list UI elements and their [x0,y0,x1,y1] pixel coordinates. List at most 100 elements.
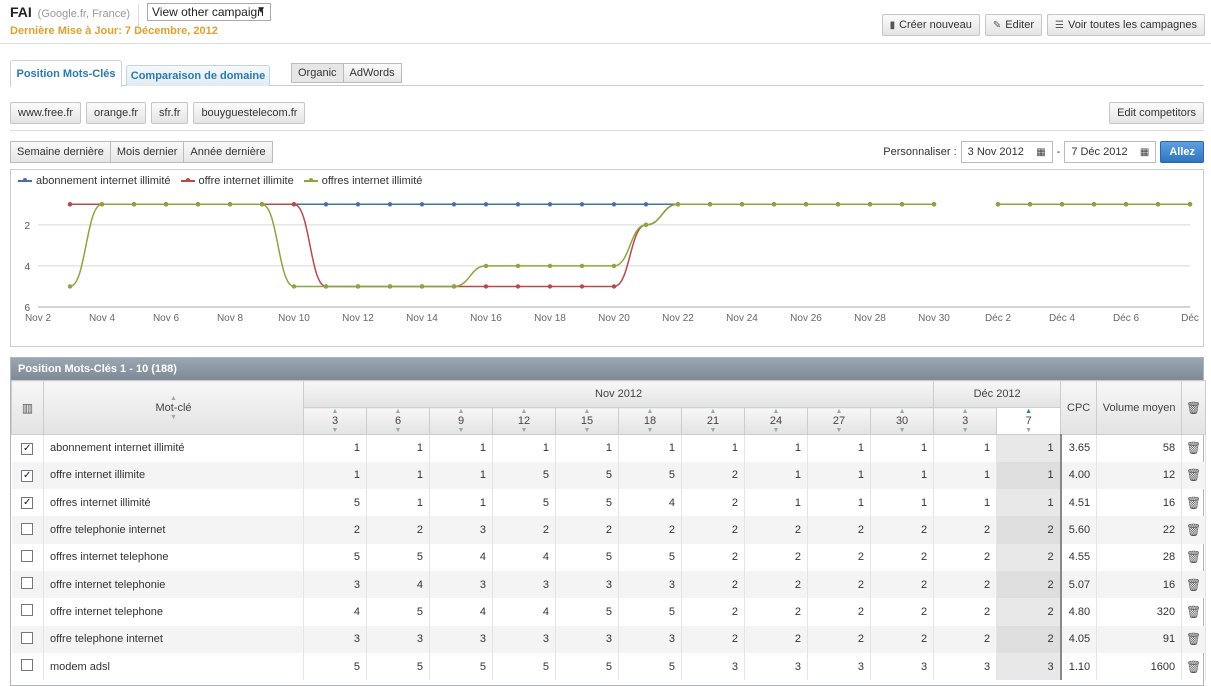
table-row[interactable]: modem adsl 5 5 5 5 5 5 3 3 3 3 3 3 1.10 1600 🗑 [11,652,1207,681]
data-point [931,202,937,207]
domain-button[interactable]: sfr.fr [151,102,189,124]
keyword-header-label: Mot-clé [155,401,192,414]
row-checkbox[interactable] [21,604,34,617]
position-cell: 2 [744,516,808,544]
edit-competitors-label: Edit competitors [1117,107,1196,119]
row-checkbox[interactable] [21,522,34,535]
position-cell: 3 [429,516,493,544]
data-point [131,202,137,207]
x-tick-label: Déc 6 [1113,313,1140,324]
calendar-icon[interactable]: ▦ [1139,146,1150,158]
row-checkbox[interactable]: ✓ [21,442,34,455]
row-checkbox[interactable] [21,631,34,644]
row-checkbox[interactable] [21,549,34,562]
day-header[interactable]: ▲ 6 ▼ [366,407,430,435]
table-row[interactable]: ✓ offre internet illimite 1 1 1 5 5 5 2 1 1 1 1 1 4.00… [11,461,1207,490]
volume-header[interactable]: Volume moyen [1096,380,1183,435]
domain-button[interactable]: bouyguestelecom.fr [193,102,306,124]
position-cell: 5 [555,461,619,490]
legend-item[interactable]: offres internet illimité [303,175,422,187]
trash-icon[interactable]: 🗑 [1186,468,1202,483]
row-checkbox[interactable] [21,659,34,672]
trash-icon[interactable]: 🗑 [1186,604,1202,619]
volume-cell: 28 [1096,543,1183,571]
day-header[interactable]: ▲ 21 ▼ [681,407,745,435]
position-cell: 2 [996,570,1062,599]
day-header[interactable]: ▲ 12 ▼ [492,407,556,435]
table-row[interactable]: offre telephone internet 3 3 3 3 3 3 2 2 2 2 2 2 4.05… [11,625,1207,653]
position-cell: 1 [429,434,493,462]
last-week-label: Semaine dernière [17,146,104,158]
date-to-input[interactable]: 7 Déc 2012 ▦ [1064,141,1157,163]
day-header[interactable]: ▲ 9 ▼ [429,407,493,435]
sort-down-icon: ▼ [457,427,465,434]
last-year-button[interactable]: Année dernière [184,141,273,163]
table-row[interactable]: offre telephonie internet 2 2 3 2 2 2 2 2 2 2 2 2 5.6… [11,516,1207,544]
campaign-select[interactable]: View other campaign ▼ [147,3,271,21]
data-point [771,202,777,207]
position-cell: 5 [492,461,556,490]
day-header[interactable]: ▲ 24 ▼ [744,407,808,435]
legend-item[interactable]: abonnement internet illimité [18,175,171,187]
month-header-nov: Nov 2012 [302,380,935,408]
keyword-header[interactable]: ▲ Mot-clé ▼ [43,380,304,435]
data-point [67,284,73,289]
table-row[interactable]: offre internet telephone 4 5 4 4 5 5 2 2 2 2 2 2 4.80… [11,598,1207,626]
position-cell: 2 [681,625,745,653]
last-month-button[interactable]: Mois dernier [110,141,185,163]
y-tick-label: 6 [24,303,30,314]
sort-down-icon: ▼ [898,427,906,434]
trash-icon[interactable]: 🗑 [1186,659,1202,674]
data-point [643,222,649,228]
domain-button[interactable]: www.free.fr [10,102,82,124]
trash-icon[interactable]: 🗑 [1186,550,1202,565]
volume-label: Volume moyen [1102,401,1176,414]
go-button[interactable]: Allez [1160,141,1204,163]
tab-keyword-positions[interactable]: Position Mots-Clés [10,60,122,87]
organic-toggle[interactable]: Organic [291,63,344,83]
position-cell: 5 [555,543,619,571]
create-new-button[interactable]: ▮ Créer nouveau [881,14,980,36]
day-header[interactable]: ▲ 18 ▼ [618,407,682,435]
day-header[interactable]: ▲ 3 ▼ [933,407,998,435]
cpc-header[interactable]: CPC [1060,380,1098,435]
domain-button[interactable]: orange.fr [86,102,147,124]
row-checkbox[interactable] [21,577,34,590]
column-chooser[interactable]: ▥ [11,380,44,435]
table-row[interactable]: offres internet telephone 5 5 4 4 5 5 2 2 2 2 2 2 4.5… [11,543,1207,571]
row-checkbox-cell [11,598,44,626]
trash-icon[interactable]: 🗑 [1186,632,1202,647]
adwords-toggle[interactable]: AdWords [343,63,402,83]
view-all-campaigns-button[interactable]: ☰ Voir toutes les campagnes [1047,14,1205,36]
trash-icon[interactable]: 🗑 [1186,441,1202,456]
day-header[interactable]: ▲ 3 ▼ [303,407,367,435]
table-row[interactable]: ✓ offres internet illimité 5 1 1 5 5 4 2 1 1 1 1 1 4.5… [11,489,1207,517]
trash-icon[interactable]: 🗑 [1186,577,1202,592]
table-row[interactable]: offre internet telephonie 3 4 3 3 3 3 2 2 2 2 2 2 5.0… [11,570,1207,599]
trash-icon[interactable]: 🗑 [1186,523,1202,538]
position-cell: 2 [744,598,808,626]
last-week-button[interactable]: Semaine dernière [10,141,111,163]
day-header[interactable]: ▲ 27 ▼ [807,407,871,435]
edit-button[interactable]: ✎ Editer [984,14,1042,36]
day-header[interactable]: ▲ 30 ▼ [869,407,935,435]
sort-down-icon: ▼ [394,427,402,434]
legend-item[interactable]: offre internet illimite [180,175,294,187]
day-header[interactable]: ▲ 15 ▼ [555,407,619,435]
trash-icon[interactable]: 🗑 [1186,495,1202,510]
day-header[interactable]: ▲ 7 ▼ [996,407,1062,435]
x-tick-label: Déc [1181,313,1199,324]
date-from-input[interactable]: 3 Nov 2012 ▦ [960,141,1053,163]
calendar-icon[interactable]: ▦ [1036,146,1046,158]
position-cell: 1 [870,489,935,517]
table-row[interactable]: ✓ abonnement internet illimité 1 1 1 1 1 1 1 1 1 1 1… [11,434,1207,462]
position-cell: 2 [744,543,808,571]
tab-domain-comparison[interactable]: Comparaison de domaine [126,65,270,86]
row-checkbox[interactable]: ✓ [21,469,34,482]
grid-title: Position Mots-Clés 1 - 10 (188) [11,358,1203,380]
row-checkbox[interactable]: ✓ [21,497,34,510]
campaign-engine: (Google.fr, France) [37,8,130,20]
x-tick-label: Nov 10 [278,313,310,324]
position-cell: 1 [996,489,1062,517]
edit-competitors-button[interactable]: Edit competitors [1109,102,1204,124]
